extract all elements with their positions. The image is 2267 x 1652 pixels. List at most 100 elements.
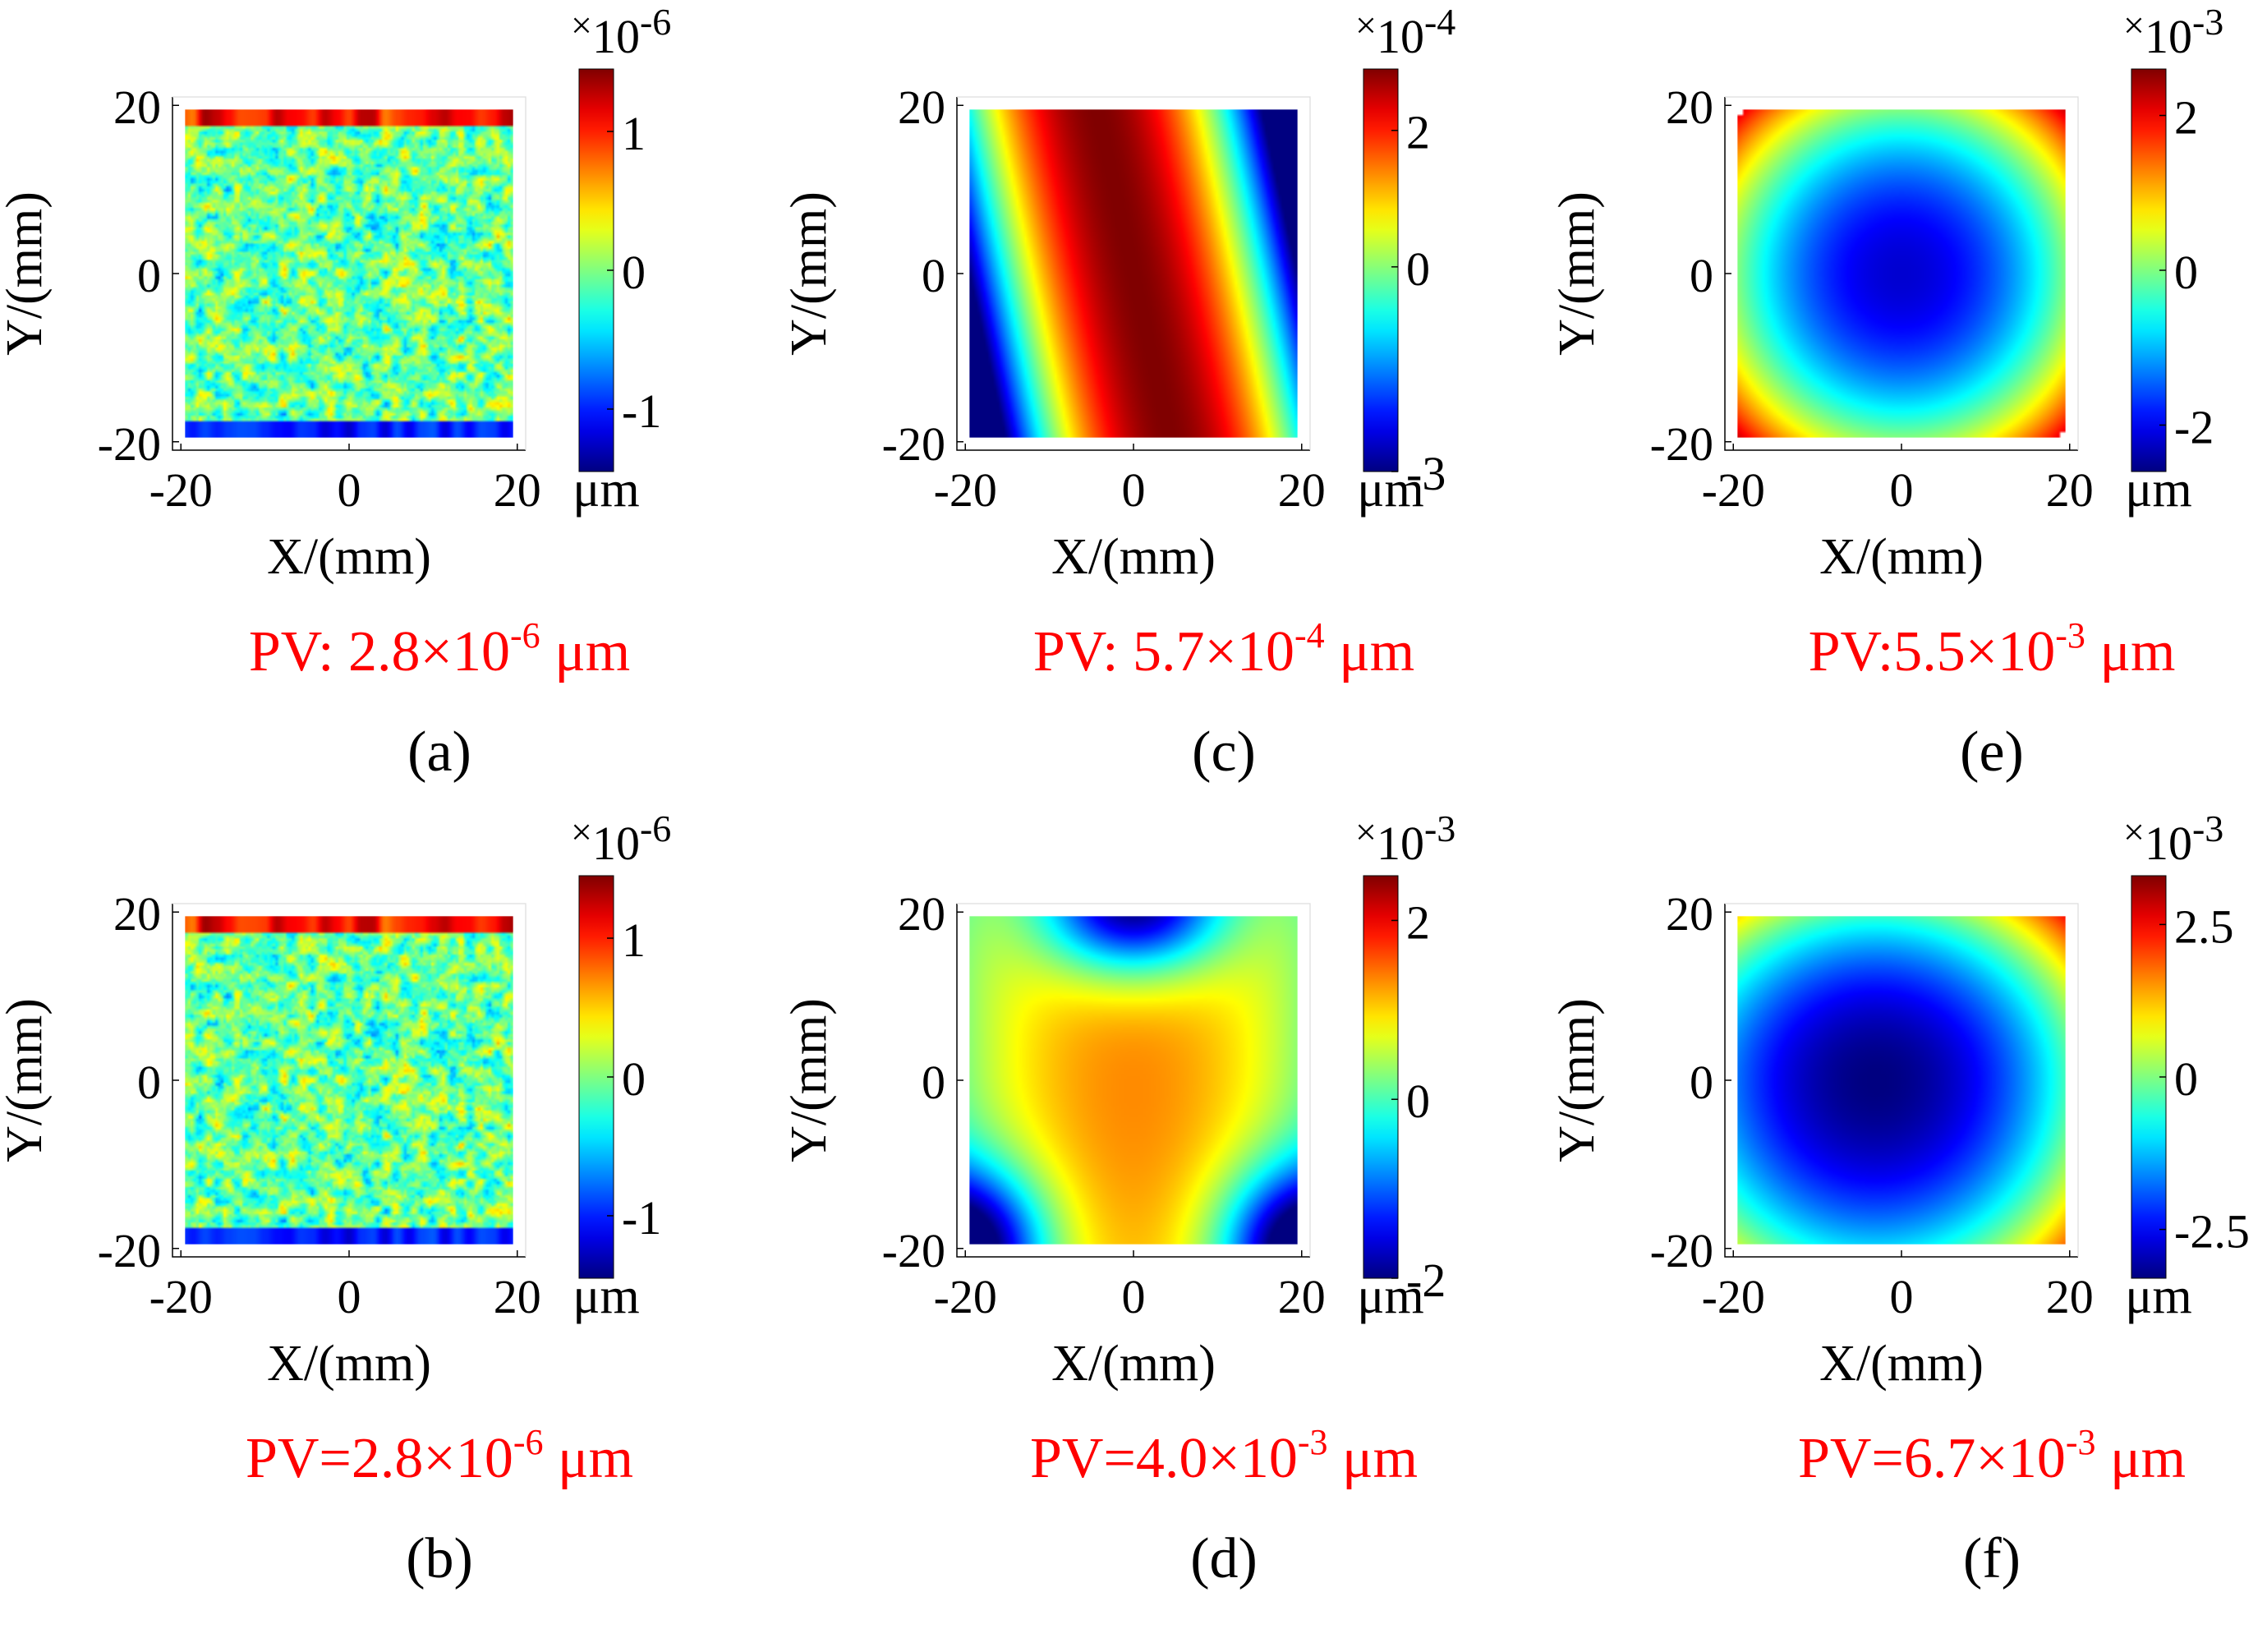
y-tick-label: -20 xyxy=(882,1224,945,1277)
multiplier-exponent: -3 xyxy=(1424,808,1455,849)
pv-mantissa: PV=4.0×10 xyxy=(1030,1427,1298,1490)
colorbar-multiplier: ×10-6 xyxy=(571,808,671,870)
y-tick-label: 0 xyxy=(1690,249,1713,302)
axis-lines xyxy=(172,904,526,1258)
pv-value: PV=6.7×10-3 μm xyxy=(1798,1422,2186,1490)
panel-label: (f) xyxy=(1963,1527,2021,1590)
multiplier-exponent: -3 xyxy=(2192,1,2223,43)
multiplier-exponent: -6 xyxy=(640,808,671,849)
heatmap-image xyxy=(1737,109,2066,438)
x-tick-label: -20 xyxy=(934,1270,997,1323)
colorbar-tick-label: -2 xyxy=(1406,1254,1446,1307)
x-tick-label: 20 xyxy=(1278,463,1326,517)
axis-box xyxy=(1725,903,2079,1257)
multiplier-base: 10 xyxy=(592,817,640,870)
colorbar-multiplier: ×10-3 xyxy=(1355,808,1455,870)
colorbar-tick-label: 1 xyxy=(622,107,646,160)
colorbar-multiplier: ×10-3 xyxy=(2123,808,2223,870)
multiplier-sign: × xyxy=(1355,811,1377,853)
axis-box xyxy=(1725,96,2079,450)
colorbar-tick-label: 1 xyxy=(622,913,646,967)
colorbar-tick-label: -2 xyxy=(2174,400,2214,453)
axis-lines xyxy=(956,97,1310,451)
colorbar xyxy=(1363,68,1399,472)
y-tick-label: 0 xyxy=(137,249,161,302)
colorbar-unit: μm xyxy=(572,1268,639,1324)
multiplier-exponent: -3 xyxy=(2192,808,2223,849)
y-tick-label: 20 xyxy=(1666,887,1713,941)
x-tick-label: 0 xyxy=(1890,463,1914,517)
panel-f: -20 0 20200-20X/(mm)Y/(mm)2.50-2.5×10-3μmP… xyxy=(1549,808,2250,1590)
x-tick-label: -20 xyxy=(934,463,997,517)
y-axis-label: Y/(mm) xyxy=(781,191,837,356)
pv-value: PV=4.0×10-3 μm xyxy=(1030,1422,1418,1490)
panel-d: -20 0 20200-20X/(mm)Y/(mm)20-2×10-3μmPV=4.… xyxy=(781,808,1455,1590)
pv-value: PV:5.5×10-3 μm xyxy=(1809,615,2176,683)
multiplier-exponent: -6 xyxy=(640,1,671,43)
pv-mantissa: PV: 2.8×10 xyxy=(249,620,510,683)
x-axis-label: X/(mm) xyxy=(267,1336,431,1392)
colorbar-multiplier: ×10-4 xyxy=(1355,1,1455,63)
heatmap-image xyxy=(1737,916,2066,1245)
axis-box xyxy=(957,96,1311,450)
pv-exponent: -3 xyxy=(1298,1422,1328,1462)
pv-mantissa: PV=2.8×10 xyxy=(246,1427,513,1490)
pv-unit: μm xyxy=(554,620,630,683)
y-axis-label: Y/(mm) xyxy=(1549,998,1605,1162)
axis-lines xyxy=(172,97,526,451)
pv-value: PV=2.8×10-6 μm xyxy=(246,1422,633,1490)
colorbar-multiplier: ×10-6 xyxy=(571,1,671,63)
heatmap-image xyxy=(969,916,1298,1245)
pv-exponent: -3 xyxy=(2055,615,2085,656)
colorbar-unit: μm xyxy=(1357,1268,1423,1324)
y-axis-label: Y/(mm) xyxy=(781,998,837,1162)
colorbar-tick-label: 0 xyxy=(1406,1074,1430,1128)
colorbar-tick-label: 0 xyxy=(1406,242,1430,296)
multiplier-base: 10 xyxy=(1377,10,1424,63)
colorbar-unit: μm xyxy=(572,462,639,518)
y-tick-label: -20 xyxy=(98,417,161,471)
heatmap-image xyxy=(969,109,1298,438)
multiplier-exponent: -4 xyxy=(1424,1,1455,43)
colorbar-unit: μm xyxy=(1357,462,1423,518)
axis-box xyxy=(172,903,527,1257)
panel-b: -20 0 20200-20X/(mm)Y/(mm)10-1×10-6μmPV=2.… xyxy=(0,808,671,1590)
x-axis-label: X/(mm) xyxy=(267,529,431,585)
pv-unit: μm xyxy=(2099,620,2175,683)
heatmap-image xyxy=(185,916,513,1245)
colorbar-multiplier: ×10-3 xyxy=(2123,1,2223,63)
y-axis-label: Y/(mm) xyxy=(1549,191,1605,356)
colorbar-tick-label: -3 xyxy=(1406,447,1446,500)
x-tick-label: 0 xyxy=(1122,1270,1146,1323)
colorbar-tick-label: -2.5 xyxy=(2174,1205,2250,1259)
x-tick-label: 20 xyxy=(1278,1270,1326,1323)
multiplier-base: 10 xyxy=(2145,10,2192,63)
pv-value: PV: 2.8×10-6 μm xyxy=(249,615,630,683)
x-axis-label: X/(mm) xyxy=(1051,529,1216,585)
x-tick-label: 0 xyxy=(1122,463,1146,517)
x-tick-label: 20 xyxy=(2046,1270,2094,1323)
y-tick-label: -20 xyxy=(882,417,945,471)
panel-e: -20 0 20200-20X/(mm)Y/(mm)20-2×10-3μmPV:5.… xyxy=(1549,1,2223,784)
x-tick-label: -20 xyxy=(149,1270,213,1323)
x-tick-label: 20 xyxy=(2046,463,2094,517)
y-tick-label: 20 xyxy=(113,81,161,134)
y-tick-label: 20 xyxy=(898,81,945,134)
y-axis-label: Y/(mm) xyxy=(0,998,53,1162)
pv-unit: μm xyxy=(2110,1427,2186,1490)
colorbar-tick-label: 0 xyxy=(2174,246,2198,299)
pv-unit: μm xyxy=(558,1427,633,1490)
y-axis-label: Y/(mm) xyxy=(0,191,53,356)
y-tick-label: 20 xyxy=(113,887,161,941)
y-tick-label: 20 xyxy=(1666,81,1713,134)
x-axis-label: X/(mm) xyxy=(1051,1336,1216,1392)
multiplier-sign: × xyxy=(571,4,592,46)
panel-label: (d) xyxy=(1190,1527,1258,1590)
axis-lines xyxy=(956,904,1310,1258)
x-tick-label: -20 xyxy=(149,463,213,517)
heatmap-image xyxy=(185,109,513,438)
multiplier-base: 10 xyxy=(1377,817,1424,870)
axis-lines xyxy=(1724,97,2078,451)
